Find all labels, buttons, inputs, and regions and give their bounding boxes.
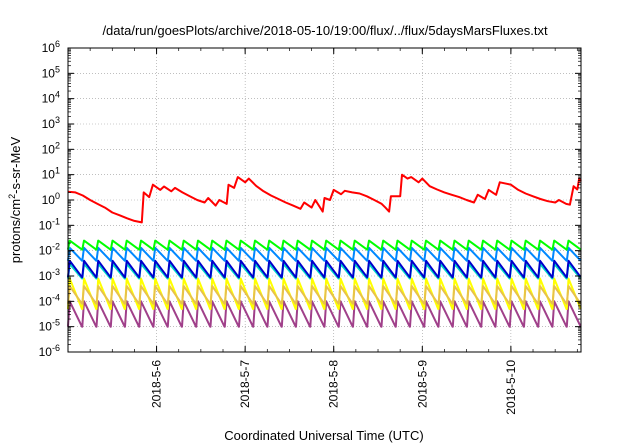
y-axis-label-sup: 2 [7, 194, 17, 199]
series-line [67, 246, 582, 262]
y-tick-label: 10-4 [39, 292, 60, 308]
y-axis-label: protons/cm2-s-sr-MeV [7, 136, 23, 263]
y-axis-label-base: protons/cm [8, 199, 23, 263]
series-line [67, 259, 582, 279]
series-layer [67, 173, 582, 328]
series-line [67, 300, 582, 328]
y-tick-label: 10-1 [39, 216, 60, 232]
y-tick-label: 10-3 [39, 267, 60, 283]
y-tick-label: 106 [42, 39, 60, 55]
series-line [67, 262, 582, 280]
y-tick-label: 101 [42, 166, 60, 182]
series-line [67, 285, 582, 305]
x-axis-ticks: 2018-5-6 2018-5-7 2018-5-8 2018-5-9 2018-5-1… [89, 48, 578, 415]
y-axis-ticks: 10-6 10-5 10-4 10-3 10-2 10-1 100 101 102 103 104 1… [39, 39, 581, 359]
y-axis-label-rest: -s-sr-MeV [8, 136, 23, 193]
x-tick-label: 2018-5-7 [238, 360, 252, 408]
y-tick-label: 104 [42, 90, 60, 106]
series-line [67, 277, 582, 310]
y-tick-label: 10-6 [39, 343, 60, 359]
series-line [67, 239, 582, 251]
y-tick-label: 103 [42, 115, 60, 131]
y-tick-label: 100 [42, 191, 60, 207]
chart-title: /data/run/goesPlots/archive/2018-05-10/1… [102, 23, 548, 38]
y-tick-label: 105 [42, 64, 60, 80]
y-tick-label: 10-5 [39, 318, 60, 334]
x-tick-label: 2018-5-8 [327, 360, 341, 408]
plot-area: 10-6 10-5 10-4 10-3 10-2 10-1 100 101 102 103 104 1… [39, 39, 582, 415]
series-line [67, 173, 582, 224]
x-axis-label: Coordinated Universal Time (UTC) [224, 428, 423, 443]
x-tick-label: 2018-5-6 [150, 360, 164, 408]
x-tick-label: 2018-5-9 [415, 360, 429, 408]
x-tick-label: 2018-5-10 [504, 360, 518, 415]
y-tick-label: 10-2 [39, 242, 60, 258]
y-tick-label: 102 [42, 140, 60, 156]
